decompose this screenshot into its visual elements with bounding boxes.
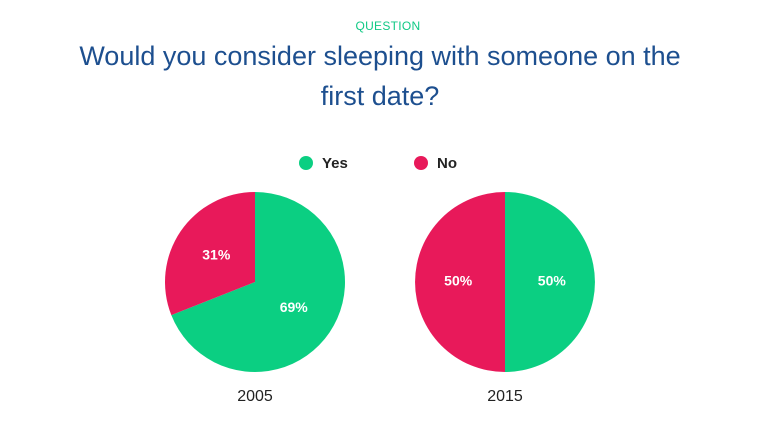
pie-slice bbox=[171, 192, 346, 373]
eyebrow: QUESTION bbox=[355, 19, 421, 33]
pie-slice bbox=[415, 192, 505, 372]
pie-title: 2005 bbox=[237, 388, 273, 405]
value-label: 31% bbox=[202, 246, 231, 262]
legend-swatch bbox=[299, 156, 313, 170]
value-label: 69% bbox=[280, 299, 309, 315]
pie-title: 2015 bbox=[487, 388, 523, 405]
legend-swatch bbox=[414, 156, 428, 170]
legend-label: No bbox=[437, 155, 457, 172]
chart-title: Would you consider sleeping with someone… bbox=[79, 41, 681, 111]
legend-label: Yes bbox=[322, 155, 348, 172]
value-label: 50% bbox=[538, 273, 567, 289]
pie-slice bbox=[505, 192, 595, 372]
pie-slice bbox=[165, 192, 255, 316]
value-label: 50% bbox=[444, 273, 473, 289]
